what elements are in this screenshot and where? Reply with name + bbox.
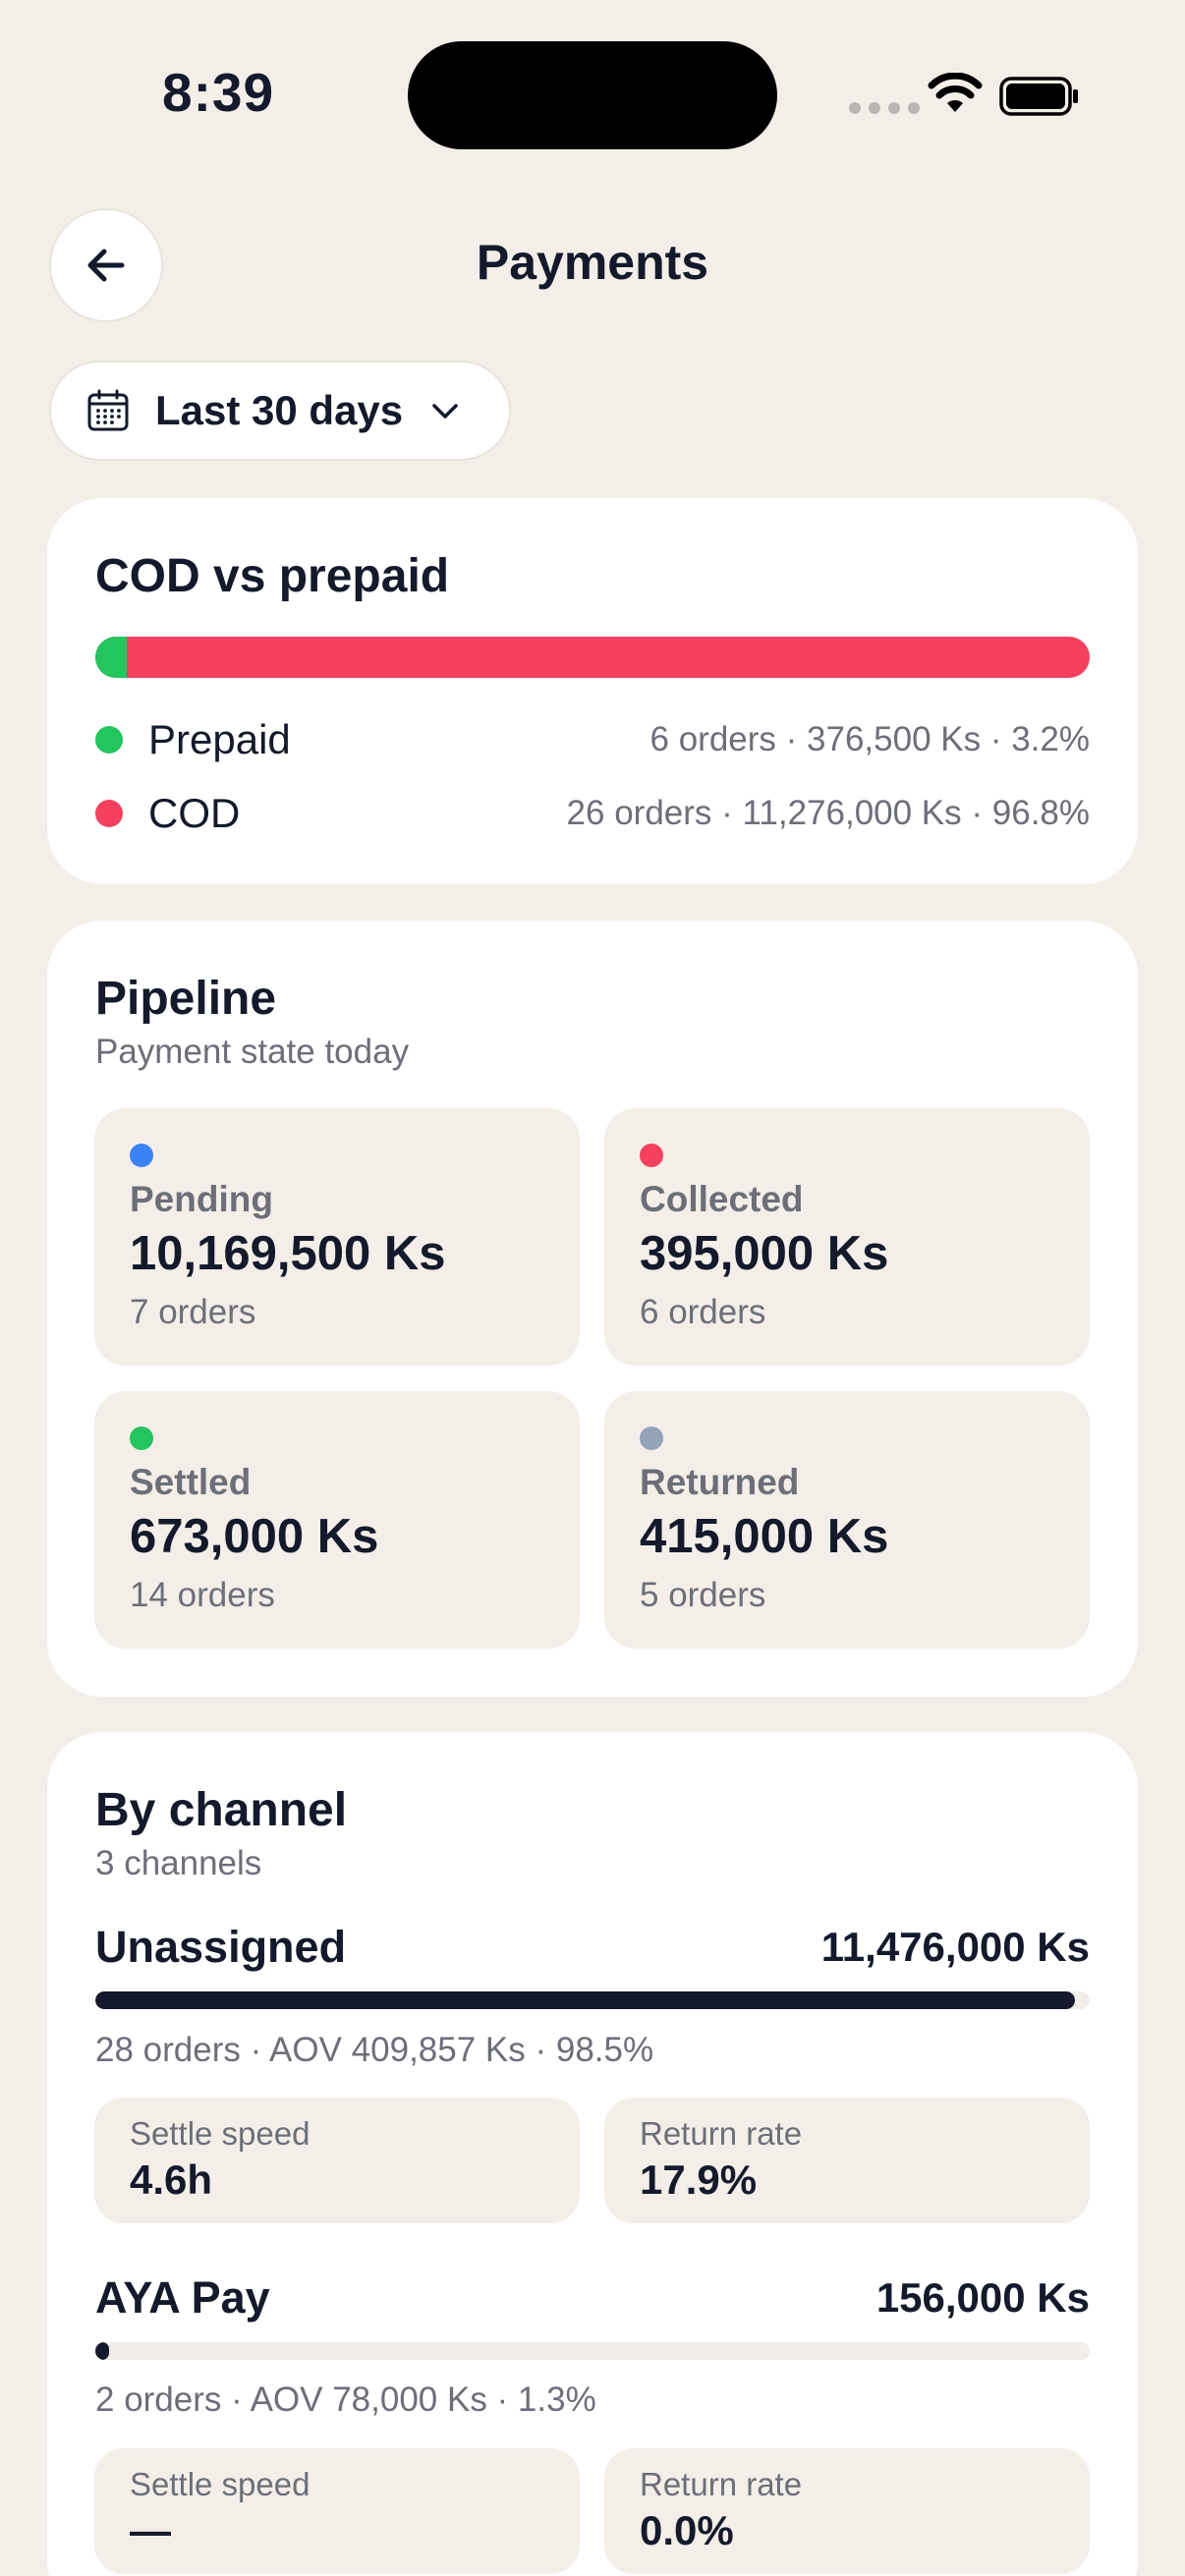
channel-share-fill	[95, 2342, 110, 2360]
status-dot	[640, 1427, 663, 1450]
pipeline-tile-pending[interactable]: Pending 10,169,500 Ks 7 orders	[94, 1108, 580, 1366]
battery-icon	[999, 77, 1078, 116]
tile-value: 395,000 Ks	[640, 1227, 889, 1280]
channel-stats: 28 orders · AOV 409,857 Ks · 98.5%	[95, 2031, 654, 2069]
tile-value: 673,000 Ks	[130, 1510, 379, 1563]
channel-amount: 156,000 Ks	[875, 2274, 1090, 2321]
metric-label: Settle speed	[130, 2466, 310, 2502]
channel-amount: 11,476,000 Ks	[820, 1924, 1090, 1970]
status-dot	[640, 1144, 663, 1167]
metric-value: 17.9%	[640, 2156, 758, 2203]
card-title: COD vs prepaid	[95, 550, 450, 602]
date-range-label: Last 30 days	[155, 387, 404, 433]
dynamic-island	[408, 41, 777, 149]
cod-dot	[95, 800, 123, 827]
pipeline-tile-settled[interactable]: Settled 673,000 Ks 14 orders	[94, 1391, 580, 1649]
status-bar: 8:39	[0, 0, 1185, 187]
tile-value: 10,169,500 Ks	[130, 1227, 446, 1280]
status-dot	[130, 1144, 153, 1167]
channel-share-fill	[95, 1991, 1075, 2009]
tile-value: 415,000 Ks	[640, 1510, 889, 1563]
tile-orders: 7 orders	[130, 1293, 256, 1331]
pipeline-tile-collected[interactable]: Collected 395,000 Ks 6 orders	[604, 1108, 1090, 1366]
cellular-signal-icon	[849, 102, 920, 114]
card-subtitle: Payment state today	[95, 1033, 410, 1071]
card-subtitle: 3 channels	[95, 1844, 262, 1882]
legend-stats: 26 orders · 11,276,000 Ks · 96.8%	[566, 794, 1090, 832]
legend-name: Prepaid	[148, 716, 291, 762]
date-range-selector[interactable]: Last 30 days	[49, 361, 511, 461]
return-rate-tile: Return rate 0.0%	[604, 2448, 1090, 2574]
tile-label: Collected	[640, 1179, 804, 1219]
channel-name: AYA Pay	[95, 2272, 270, 2323]
metric-label: Return rate	[640, 2466, 803, 2502]
metric-value: 0.0%	[640, 2507, 734, 2553]
status-time: 8:39	[162, 62, 275, 123]
arrow-left-icon	[87, 249, 125, 282]
card-title: By channel	[95, 1784, 348, 1836]
cod-prepaid-split-bar	[95, 637, 1090, 678]
settle-speed-tile: Settle speed 4.6h	[94, 2098, 580, 2223]
tile-orders: 6 orders	[640, 1293, 766, 1331]
settle-speed-tile: Settle speed —	[94, 2448, 580, 2574]
return-rate-tile: Return rate 17.9%	[604, 2098, 1090, 2223]
page-title: Payments	[476, 235, 709, 290]
metric-label: Settle speed	[130, 2115, 310, 2152]
chevron-down-icon	[432, 404, 458, 419]
tile-orders: 14 orders	[130, 1576, 275, 1614]
channel-name: Unassigned	[95, 1922, 347, 1972]
status-dot	[130, 1427, 153, 1450]
tile-label: Returned	[640, 1462, 800, 1502]
legend-stats: 6 orders · 376,500 Ks · 3.2%	[649, 720, 1090, 758]
metric-label: Return rate	[640, 2115, 803, 2152]
calendar-icon	[87, 389, 129, 431]
tile-label: Settled	[130, 1462, 252, 1502]
pipeline-tile-returned[interactable]: Returned 415,000 Ks 5 orders	[604, 1391, 1090, 1649]
prepaid-share-fill	[95, 637, 128, 678]
card-title: Pipeline	[95, 973, 277, 1025]
tile-label: Pending	[130, 1179, 273, 1219]
wifi-icon	[928, 73, 983, 112]
by-channel-card: By channel 3 channels Unassigned 11,476,…	[47, 1732, 1138, 2576]
metric-value: 4.6h	[130, 2156, 213, 2203]
channel-share-bar	[95, 1991, 1090, 2009]
channel-share-bar	[95, 2342, 1090, 2360]
metric-value: —	[130, 2507, 171, 2553]
channel-stats: 2 orders · AOV 78,000 Ks · 1.3%	[95, 2380, 596, 2419]
pipeline-card: Pipeline Payment state today Pending 10,…	[47, 921, 1138, 1697]
prepaid-dot	[95, 726, 123, 754]
tile-orders: 5 orders	[640, 1576, 766, 1614]
legend-name: COD	[148, 790, 241, 836]
back-button[interactable]	[49, 208, 163, 322]
legend-row-cod: COD 26 orders · 11,276,000 Ks · 96.8%	[95, 784, 1090, 843]
legend-row-prepaid: Prepaid 6 orders · 376,500 Ks · 3.2%	[95, 710, 1090, 769]
cod-vs-prepaid-card: COD vs prepaid Prepaid 6 orders · 376,50…	[47, 498, 1138, 884]
